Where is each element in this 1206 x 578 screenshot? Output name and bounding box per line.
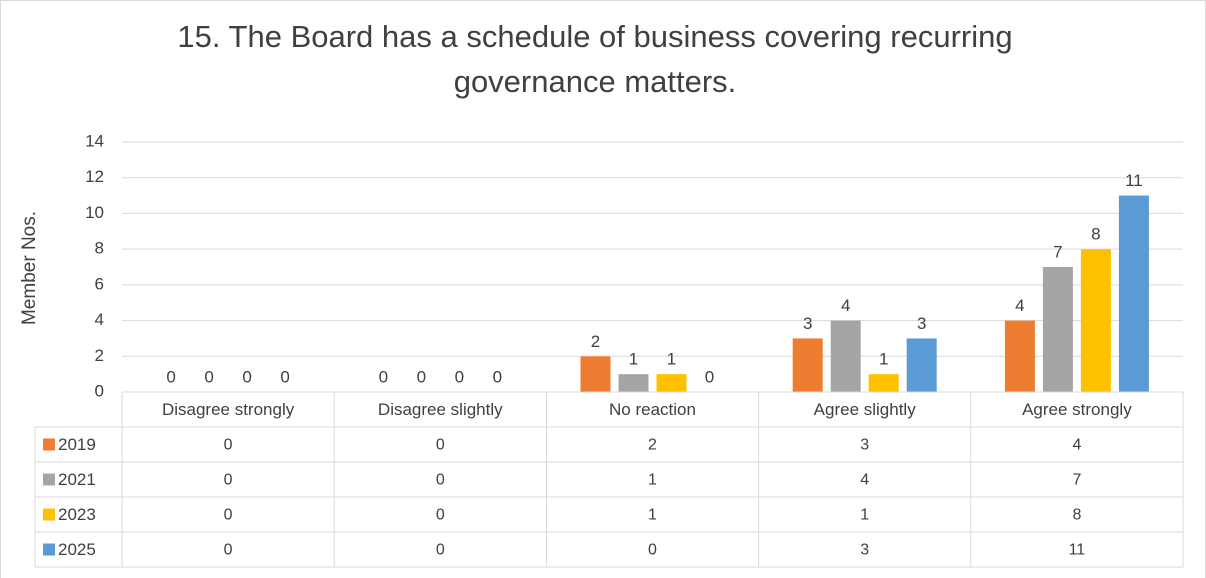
table-cell: 3 — [860, 437, 869, 454]
table-cell: 0 — [648, 542, 657, 559]
table-cell: 1 — [648, 507, 657, 524]
legend-key — [43, 438, 55, 451]
legend-label: 2019 — [58, 435, 96, 454]
data-label: 0 — [379, 367, 388, 386]
data-label: 4 — [1015, 296, 1024, 315]
data-label: 0 — [166, 367, 175, 386]
table-cell: 0 — [436, 472, 445, 489]
bar — [618, 374, 649, 392]
y-tick-label: 10 — [85, 203, 104, 222]
table-cell: 11 — [1069, 542, 1086, 559]
data-label: 0 — [280, 367, 289, 386]
legend-key — [43, 508, 55, 521]
y-axis-title: Member Nos. — [19, 211, 40, 325]
table-cell: 0 — [436, 437, 445, 454]
legend-key — [43, 543, 55, 556]
data-label: 0 — [455, 367, 464, 386]
x-tick-label: Agree slightly — [814, 400, 917, 419]
data-label: 4 — [841, 296, 850, 315]
x-tick-label: Disagree slightly — [378, 400, 503, 419]
legend-label: 2025 — [58, 540, 96, 559]
table-cell: 0 — [436, 542, 445, 559]
table-cell: 4 — [1072, 437, 1081, 454]
table-cell: 1 — [860, 507, 869, 524]
y-tick-label: 12 — [85, 167, 104, 186]
x-tick-label: Agree strongly — [1022, 400, 1132, 419]
table-cell: 1 — [648, 472, 657, 489]
table-cell: 7 — [1072, 472, 1081, 489]
bar — [792, 338, 823, 392]
bar — [1118, 195, 1149, 392]
data-label: 0 — [705, 367, 714, 386]
y-tick-label: 8 — [95, 239, 104, 258]
data-label: 2 — [591, 332, 600, 351]
data-label: 11 — [1125, 171, 1143, 190]
legend-key — [43, 473, 55, 486]
bar — [1080, 249, 1111, 392]
data-label: 8 — [1091, 225, 1100, 244]
table-cell: 4 — [860, 472, 869, 489]
bar — [830, 320, 861, 392]
x-tick-label: No reaction — [609, 400, 696, 419]
table-cell: 0 — [436, 507, 445, 524]
bar — [1004, 320, 1035, 392]
bar — [1042, 267, 1073, 392]
table-cell: 8 — [1072, 507, 1081, 524]
chart-title: 15. The Board has a schedule of business… — [177, 19, 1013, 99]
y-tick-label: 2 — [95, 346, 104, 365]
data-label: 0 — [242, 367, 251, 386]
data-label: 3 — [917, 314, 926, 333]
bar — [868, 374, 899, 392]
table-cell: 0 — [224, 542, 233, 559]
y-tick-label: 6 — [95, 274, 104, 293]
data-label: 0 — [417, 367, 426, 386]
bar — [906, 338, 937, 392]
table-cell: 0 — [224, 437, 233, 454]
data-label: 1 — [879, 350, 888, 369]
y-tick-label: 14 — [85, 131, 104, 150]
data-label: 1 — [667, 350, 676, 369]
data-label: 3 — [803, 314, 812, 333]
data-label: 7 — [1053, 242, 1062, 261]
legend-label: 2021 — [58, 470, 96, 489]
data-label: 1 — [629, 350, 638, 369]
table-cell: 0 — [224, 472, 233, 489]
data-label: 0 — [493, 367, 502, 386]
table-cell: 2 — [648, 437, 657, 454]
table-cell: 3 — [860, 542, 869, 559]
legend-label: 2023 — [58, 505, 96, 524]
bar — [656, 374, 687, 392]
y-tick-label: 0 — [95, 381, 104, 400]
table-cell: 0 — [224, 507, 233, 524]
y-tick-label: 4 — [95, 310, 104, 329]
data-label: 0 — [204, 367, 213, 386]
bar — [580, 356, 611, 392]
x-tick-label: Disagree strongly — [162, 400, 295, 419]
